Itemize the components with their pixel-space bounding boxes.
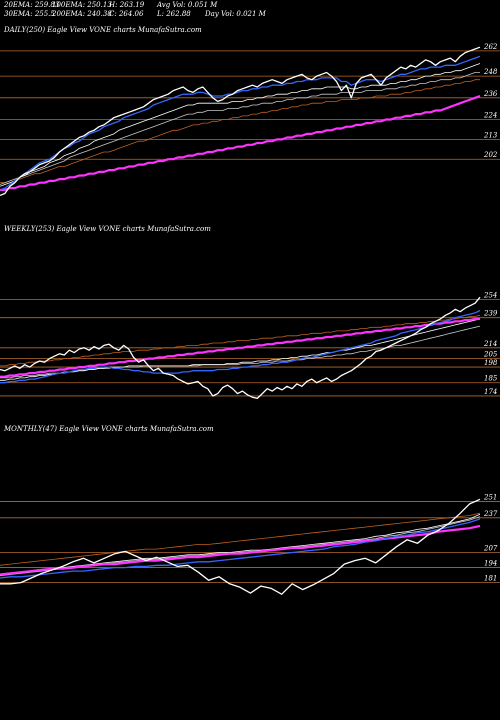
weekly-tick-label: 198 (484, 359, 498, 367)
daily-ema-brown-line (0, 79, 480, 184)
weekly-tick-label: 254 (483, 292, 497, 300)
weekly-tick-label: 174 (484, 388, 497, 396)
weekly-panel-title: WEEKLY(253) Eagle View VONE charts Munaf… (4, 225, 211, 233)
monthly-ema-mid1-line (0, 513, 481, 575)
daily-price-line (0, 46, 481, 197)
monthly-panel-title: MONTHLY(47) Eagle View VONE charts Munaf… (4, 425, 214, 433)
ema30-stat: 30EMA: 255.5 (4, 10, 55, 18)
daily-tick-label: 236 (483, 90, 498, 98)
daily-tick-label: 224 (483, 111, 497, 119)
close-stat: C: 264.06 (109, 10, 144, 18)
ema20-stat: 20EMA: 259.83 (4, 1, 60, 9)
monthly-tick-label: 251 (483, 494, 497, 502)
daily-tick-label: 213 (483, 131, 498, 139)
daily-ema-mid2-line (0, 72, 480, 185)
ema100-stat: 100EMA: 250.13 (52, 1, 112, 9)
monthly-tick-label: 181 (484, 575, 497, 583)
ema200-stat: 200EMA: 240.38 (52, 10, 112, 18)
daily-ema-mid1-line (0, 63, 481, 187)
monthly-tick-label: 207 (483, 545, 498, 553)
weekly-ema-mid1-line (0, 318, 481, 381)
stats-row-2: 30EMA: 255.5 200EMA: 240.38 C: 264.06 L:… (4, 10, 304, 19)
weekly-ema-fast-line (0, 309, 481, 384)
monthly-price-line (0, 498, 481, 595)
daily-panel-title: DAILY(250) Eagle View VONE charts Munafa… (4, 26, 202, 34)
weekly-price-line (0, 296, 481, 400)
monthly-ema-long-line (0, 524, 481, 576)
weekly-tick-label: 239 (483, 310, 498, 318)
weekly-ema-brown-line (0, 314, 481, 367)
weekly-ema-long-line (0, 317, 480, 378)
daily-ema-long-line (0, 94, 481, 191)
monthly-tick-label: 237 (483, 510, 498, 518)
avg-vol-stat: Avg Vol: 0.051 M (157, 1, 218, 9)
weekly-tick-label: 205 (483, 351, 498, 359)
weekly-tick-label: 214 (483, 340, 497, 348)
monthly-ema-brown-line (0, 512, 481, 566)
monthly-ema-fast-line (0, 518, 481, 579)
day-vol-stat: Day Vol: 0.021 M (205, 10, 266, 18)
monthly-tick-label: 194 (484, 560, 497, 568)
daily-tick-label: 202 (483, 151, 498, 159)
daily-ema-fast-line (0, 55, 481, 191)
daily-tick-label: 248 (483, 68, 498, 76)
low-stat: L: 262.88 (157, 10, 191, 18)
daily-tick-label: 262 (483, 43, 498, 51)
high-stat: H: 263.19 (109, 1, 145, 9)
stats-row-1: 20EMA: 259.83 100EMA: 250.13 H: 263.19 A… (4, 1, 304, 10)
stats-block: 20EMA: 259.83 100EMA: 250.13 H: 263.19 A… (4, 1, 304, 19)
weekly-tick-label: 185 (484, 375, 498, 383)
